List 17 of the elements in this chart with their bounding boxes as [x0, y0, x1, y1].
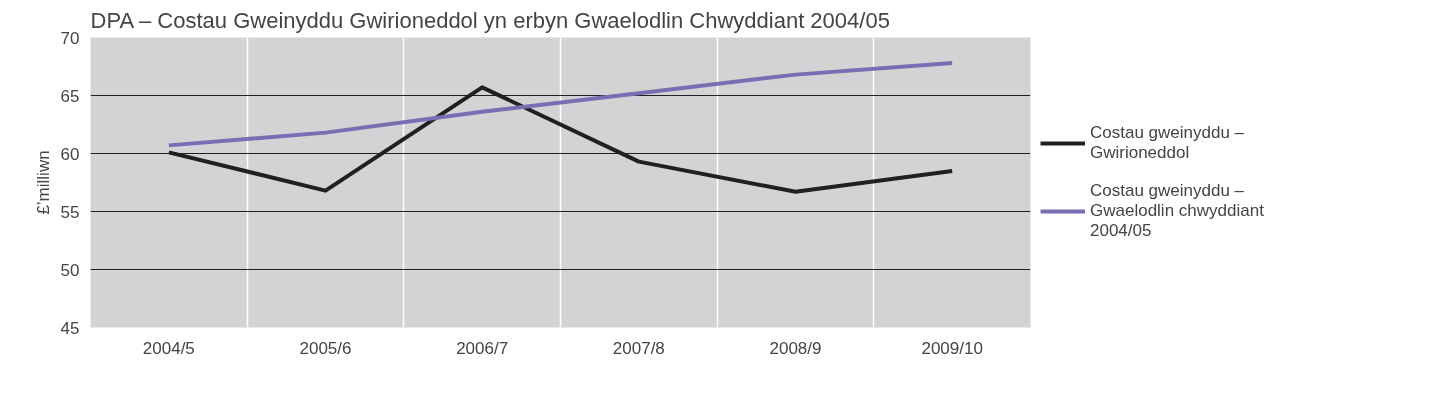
chart-title: DPA – Costau Gweinyddu Gwirioneddol yn erbyn Gwaelodlin Chwyddiant 2004/05	[90, 7, 890, 33]
x-tick-label: 2009/10	[921, 338, 983, 358]
y-tick-label: 55	[60, 202, 80, 222]
y-tick-label: 70	[60, 28, 80, 48]
y-tick-label: 45	[60, 318, 80, 338]
x-tick-label: 2005/6	[299, 338, 352, 358]
y-tick-label: 65	[60, 86, 80, 106]
y-tick-label: 50	[60, 260, 80, 280]
x-tick-label: 2007/8	[612, 338, 665, 358]
x-tick-label: 2004/5	[142, 338, 195, 358]
line-series	[166, 61, 955, 148]
legend-label: Costau gweinyddu – Gwaelodlin chwyddiant 2004/05	[1090, 181, 1264, 241]
legend-label: Costau gweinyddu – Gwirioneddol	[1090, 123, 1245, 163]
y-axis-title: £’milliwn	[33, 150, 53, 215]
x-tick-label: 2006/7	[456, 338, 509, 358]
x-tick-label: 2008/9	[769, 338, 822, 358]
y-tick-label: 60	[60, 144, 80, 164]
